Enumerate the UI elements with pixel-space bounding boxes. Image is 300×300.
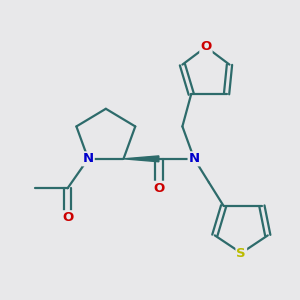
- Text: O: O: [153, 182, 164, 195]
- Polygon shape: [124, 156, 159, 162]
- Text: N: N: [189, 152, 200, 165]
- Text: O: O: [200, 40, 211, 53]
- Text: S: S: [236, 247, 246, 260]
- Text: O: O: [62, 211, 73, 224]
- Text: N: N: [82, 152, 94, 165]
